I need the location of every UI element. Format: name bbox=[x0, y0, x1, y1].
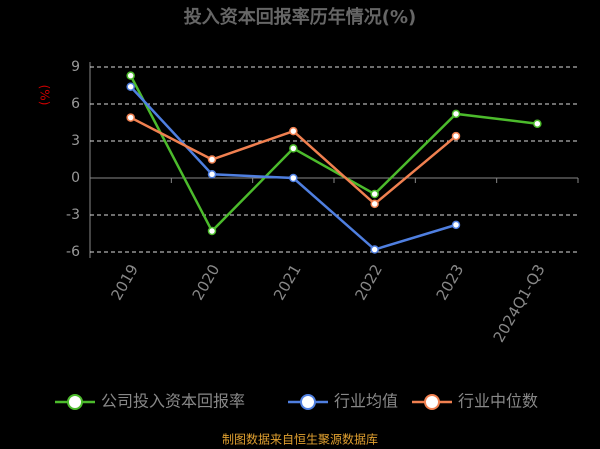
data-point bbox=[451, 131, 461, 141]
y-tick-label: 6 bbox=[71, 96, 80, 112]
data-point bbox=[207, 226, 217, 236]
data-point bbox=[533, 119, 542, 128]
chart-title: 投入资本回报率历年情况(%) bbox=[184, 6, 417, 28]
data-point bbox=[289, 173, 298, 183]
legend-label: 公司投入资本回报率 bbox=[101, 392, 245, 411]
legend-marker bbox=[67, 394, 83, 410]
source-note: 制图数据来自恒生聚源数据库 bbox=[222, 432, 378, 447]
y-tick-label: -6 bbox=[66, 244, 80, 260]
data-point bbox=[126, 71, 135, 80]
y-tick-label: -3 bbox=[66, 207, 80, 223]
legend-marker bbox=[424, 394, 440, 410]
data-point bbox=[289, 144, 298, 153]
data-point bbox=[207, 155, 217, 164]
y-tick-label: 9 bbox=[71, 59, 80, 75]
y-tick-label: 0 bbox=[71, 170, 80, 186]
data-point bbox=[451, 109, 461, 119]
data-point bbox=[126, 113, 135, 122]
y-tick-label: 3 bbox=[71, 133, 80, 149]
data-point bbox=[370, 199, 379, 209]
series-line bbox=[129, 75, 538, 234]
data-point bbox=[289, 126, 298, 136]
data-point bbox=[126, 82, 135, 91]
legend-label: 行业中位数 bbox=[458, 392, 538, 411]
data-point bbox=[207, 170, 217, 179]
data-point bbox=[451, 220, 461, 230]
legend-marker bbox=[300, 394, 316, 410]
y-axis-label: (%) bbox=[38, 85, 52, 106]
legend-label: 行业均值 bbox=[334, 392, 398, 411]
data-point bbox=[370, 245, 379, 254]
data-point bbox=[370, 189, 379, 199]
